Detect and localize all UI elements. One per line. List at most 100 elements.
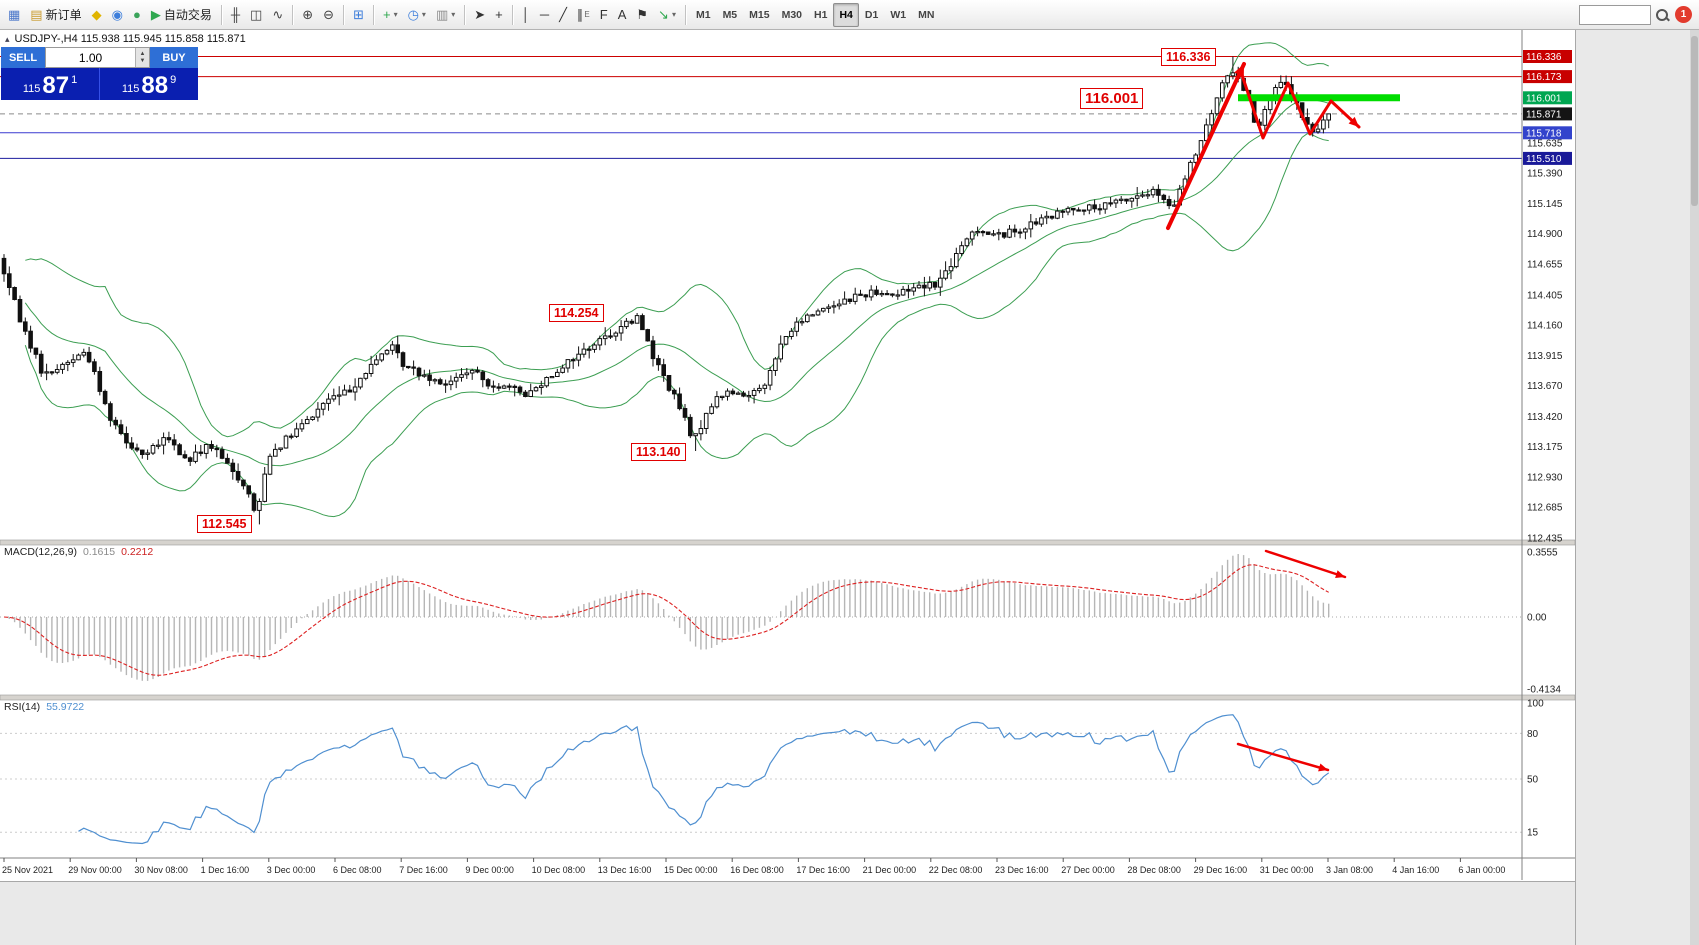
- bull-candle: [634, 315, 640, 324]
- community-button[interactable]: ◉: [107, 3, 128, 27]
- bull-candle: [267, 455, 273, 475]
- macd-main-value: 0.1615: [82, 546, 116, 558]
- market-button[interactable]: ●: [128, 3, 146, 27]
- volume-stepper: ▲ ▼: [135, 48, 149, 67]
- trendline-button[interactable]: ╱: [554, 3, 572, 27]
- bull-candle: [1044, 215, 1050, 219]
- bull-candle: [975, 231, 980, 234]
- arrows-button[interactable]: ↘ ▾: [653, 3, 681, 27]
- bull-candle: [145, 452, 150, 455]
- zoom-in-button[interactable]: ⊕: [297, 3, 318, 27]
- timeframe-mn[interactable]: MN: [918, 8, 935, 21]
- timeframe-m15[interactable]: M15: [749, 8, 770, 21]
- volume-input[interactable]: [46, 48, 135, 67]
- bear-candle: [23, 321, 28, 332]
- bull-candle: [150, 445, 156, 454]
- rsi-arrow[interactable]: [1236, 742, 1330, 772]
- bear-candle: [1124, 198, 1129, 202]
- new-order-button[interactable]: ▤ 新订单: [25, 3, 86, 27]
- bear-candle: [661, 364, 667, 377]
- horizontal-line-button[interactable]: ─: [535, 3, 554, 27]
- volume-decrease-button[interactable]: ▼: [139, 57, 146, 64]
- timeframe-h4[interactable]: H4: [833, 2, 859, 27]
- trendline-icon: ╱: [559, 7, 567, 22]
- bull-candle: [826, 306, 831, 309]
- timeline-date-label: 22 Dec 08:00: [929, 865, 983, 875]
- vertical-line-button[interactable]: │: [517, 3, 535, 27]
- price-badge: [1523, 126, 1572, 140]
- bull-candle: [203, 444, 209, 454]
- candlestick-chart-button[interactable]: ◫: [245, 3, 267, 27]
- chart-window-button[interactable]: ▦: [3, 3, 25, 27]
- macd-arrow[interactable]: [1264, 549, 1347, 579]
- chart-canvas[interactable]: 115.635 115.390 115.145 114.900 114.655 114.4…: [0, 30, 1575, 881]
- timeline-date-label: 23 Dec 16:00: [995, 865, 1049, 875]
- price-axis-label: 114.900: [1527, 229, 1563, 240]
- zigzag-arrow[interactable]: [1239, 70, 1361, 140]
- workspace-bottom: [0, 881, 1575, 945]
- bull-candle: [278, 447, 283, 450]
- new-chart-button[interactable]: + ▾: [378, 3, 403, 27]
- one-click-toggle-icon[interactable]: ▴: [5, 33, 10, 44]
- line-chart-button[interactable]: ∿: [267, 3, 288, 27]
- panel-separator[interactable]: [0, 694, 1575, 701]
- cursor-button[interactable]: ➤: [469, 3, 490, 27]
- panel-separator[interactable]: [0, 539, 1575, 546]
- timeline-date-label: 9 Dec 00:00: [465, 865, 514, 875]
- price-badge: [1523, 151, 1572, 165]
- buy-price[interactable]: 115 88 9: [100, 68, 198, 100]
- volume-increase-button[interactable]: ▲: [139, 50, 146, 57]
- bear-candle: [102, 390, 108, 405]
- bull-candle: [273, 448, 278, 457]
- bear-candle: [858, 293, 863, 296]
- bear-candle: [677, 393, 682, 410]
- price-badge: [1523, 50, 1572, 63]
- price-axis-label: 112.685: [1527, 503, 1563, 514]
- bull-candle: [257, 501, 262, 511]
- timeframe-m5[interactable]: M5: [722, 8, 738, 21]
- bear-candle: [1092, 204, 1097, 210]
- rally-arrow[interactable]: [1166, 62, 1246, 230]
- timeframe-d1[interactable]: D1: [864, 8, 879, 21]
- bull-candle: [374, 359, 379, 365]
- bull-candle: [991, 233, 996, 236]
- templates-button[interactable]: ▥ ▾: [431, 3, 460, 27]
- timeframe-m1[interactable]: M1: [695, 8, 711, 21]
- bear-candle: [214, 447, 220, 451]
- bear-candle: [480, 371, 486, 381]
- notification-badge[interactable]: 1: [1675, 6, 1692, 23]
- tile-windows-button[interactable]: ⊞: [348, 3, 369, 27]
- text-button[interactable]: A: [613, 3, 632, 27]
- search-input[interactable]: [1579, 4, 1651, 25]
- bull-candle: [1209, 113, 1214, 126]
- bear-candle: [49, 371, 55, 374]
- channel-button[interactable]: ∥ E: [572, 3, 595, 27]
- bear-candle: [874, 289, 879, 295]
- bear-candle: [863, 294, 869, 298]
- toolbar-buttons: ▦ ▤ 新订单 ◆ ◉ ● ▶ 自动交易 ╫ ◫ ∿ ⊕ ⊖ ⊞ + ▾ ◷ ▾ ▥ ▾ ➤ + │ ─ ╱ ∥ E F A ⚑ ↘ ▾: [3, 3, 690, 27]
- buy-button[interactable]: BUY: [150, 47, 198, 68]
- search-icon[interactable]: [1655, 8, 1669, 22]
- timeframe-w1[interactable]: W1: [890, 8, 907, 21]
- sell-price[interactable]: 115 87 1: [1, 68, 100, 100]
- bar-chart-button[interactable]: ╫: [226, 3, 245, 27]
- sell-button[interactable]: SELL: [1, 47, 45, 68]
- label-button[interactable]: ⚑: [631, 3, 653, 27]
- fibonacci-button[interactable]: F: [595, 3, 613, 27]
- timeframe-m30[interactable]: M30: [781, 8, 803, 21]
- timeframe-h1[interactable]: H1: [814, 8, 828, 21]
- period-button[interactable]: ◷ ▾: [403, 3, 431, 27]
- history-center-button[interactable]: ◆: [87, 3, 107, 27]
- macd-scale-label: 0.3555: [1527, 548, 1558, 559]
- bull-candle: [448, 380, 454, 386]
- autotrade-button-label: 自动交易: [163, 8, 212, 22]
- bull-candle: [81, 351, 87, 356]
- zoom-out-button[interactable]: ⊖: [318, 3, 339, 27]
- volume-control: ▲ ▼: [45, 47, 150, 68]
- bear-candle: [608, 335, 613, 338]
- autotrade-button[interactable]: ▶ 自动交易: [146, 3, 217, 27]
- crosshair-button[interactable]: +: [490, 3, 508, 27]
- vertical-scrollbar[interactable]: [1690, 30, 1699, 945]
- scrollbar-thumb[interactable]: [1691, 36, 1698, 206]
- bear-candle: [741, 392, 746, 397]
